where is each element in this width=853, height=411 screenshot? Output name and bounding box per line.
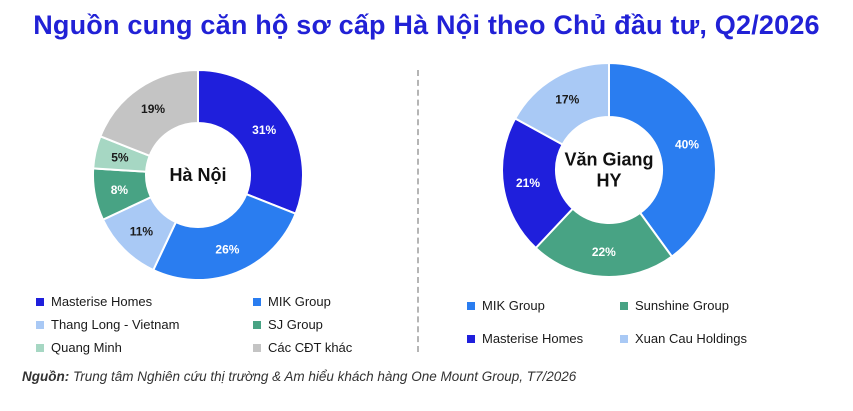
legend-item-quang-minh: Quang Minh bbox=[36, 340, 122, 355]
legend-swatch bbox=[36, 320, 44, 329]
legend-item-xuan-cau-holdings: Xuan Cau Holdings bbox=[620, 331, 747, 346]
legend-swatch bbox=[620, 301, 628, 310]
page-title: Nguồn cung căn hộ sơ cấp Hà Nội theo Chủ… bbox=[33, 10, 820, 40]
legend-swatch bbox=[36, 297, 44, 306]
legend-swatch bbox=[620, 334, 628, 343]
legend-swatch bbox=[467, 334, 475, 343]
legend-item-sunshine-group: Sunshine Group bbox=[620, 298, 729, 313]
legend-swatch bbox=[253, 343, 261, 352]
center-label: Hà Nội bbox=[169, 165, 226, 185]
slice-label-sunshine-group: 22% bbox=[592, 245, 616, 259]
slice-label-xuan-cau-holdings: 17% bbox=[555, 92, 579, 106]
source-note: Nguồn: Trung tâm Nghiên cứu thị trường &… bbox=[22, 369, 576, 384]
slice-mik-group bbox=[608, 61, 717, 258]
legend-label: Các CĐT khác bbox=[268, 340, 353, 355]
legend-swatch bbox=[253, 320, 261, 329]
legend-item-mik-group: MIK Group bbox=[253, 294, 331, 309]
legend-label: Sunshine Group bbox=[635, 298, 729, 313]
center-label: HY bbox=[596, 171, 621, 191]
slice-masterise-homes bbox=[501, 117, 575, 250]
donut-chart-hanoi: 31% 26% 11% 8% 5% 19% Hà Nội bbox=[92, 68, 304, 281]
slice-label-quang-minh: 5% bbox=[111, 151, 129, 165]
legend-label: Thang Long - Vietnam bbox=[51, 317, 180, 332]
slice-xuan-cau-holdings bbox=[513, 61, 610, 146]
legend-swatch bbox=[36, 343, 44, 352]
slice-label-masterise-homes: 21% bbox=[516, 176, 540, 190]
source-label: Nguồn: bbox=[22, 369, 70, 384]
slice-label-mik-group: 40% bbox=[675, 138, 699, 152]
legend-label: SJ Group bbox=[268, 317, 323, 332]
slice-label-sj-group: 8% bbox=[111, 183, 129, 197]
source-text: Trung tâm Nghiên cứu thị trường & Am hiể… bbox=[73, 369, 577, 384]
legend-item-thang-long-vietnam: Thang Long - Vietnam bbox=[36, 317, 179, 332]
slice-label-mik-group: 26% bbox=[215, 242, 239, 256]
slice-label-thang-long-vietnam: 11% bbox=[130, 225, 154, 239]
slice-mik-group bbox=[151, 192, 297, 281]
slice-label-cac-cdt-khac: 19% bbox=[141, 102, 165, 116]
legend-label: Masterise Homes bbox=[482, 331, 584, 346]
slice-label-masterise-homes: 31% bbox=[252, 123, 276, 137]
legend-label: MIK Group bbox=[482, 298, 545, 313]
legend-item-mik-group: MIK Group bbox=[467, 298, 545, 313]
slice-masterise-homes bbox=[197, 68, 304, 215]
legend-item-sj-group: SJ Group bbox=[253, 317, 323, 332]
legend-swatch bbox=[467, 301, 475, 310]
legend-label: Quang Minh bbox=[51, 340, 122, 355]
legend-label: Masterise Homes bbox=[51, 294, 153, 309]
legend-item-masterise-homes: Masterise Homes bbox=[467, 331, 583, 346]
legend-label: Xuan Cau Holdings bbox=[635, 331, 748, 346]
legend-swatch bbox=[253, 297, 261, 306]
center-label: Văn Giang bbox=[564, 150, 653, 170]
legend-label: MIK Group bbox=[268, 294, 331, 309]
legend-item-masterise-homes: Masterise Homes bbox=[36, 294, 152, 309]
slice-sunshine-group bbox=[534, 207, 674, 278]
legend-item-cac-cdt-khac: Các CĐT khác bbox=[253, 340, 352, 355]
slice-cac-cdt-khac bbox=[99, 68, 199, 158]
chart-divider bbox=[417, 70, 419, 352]
